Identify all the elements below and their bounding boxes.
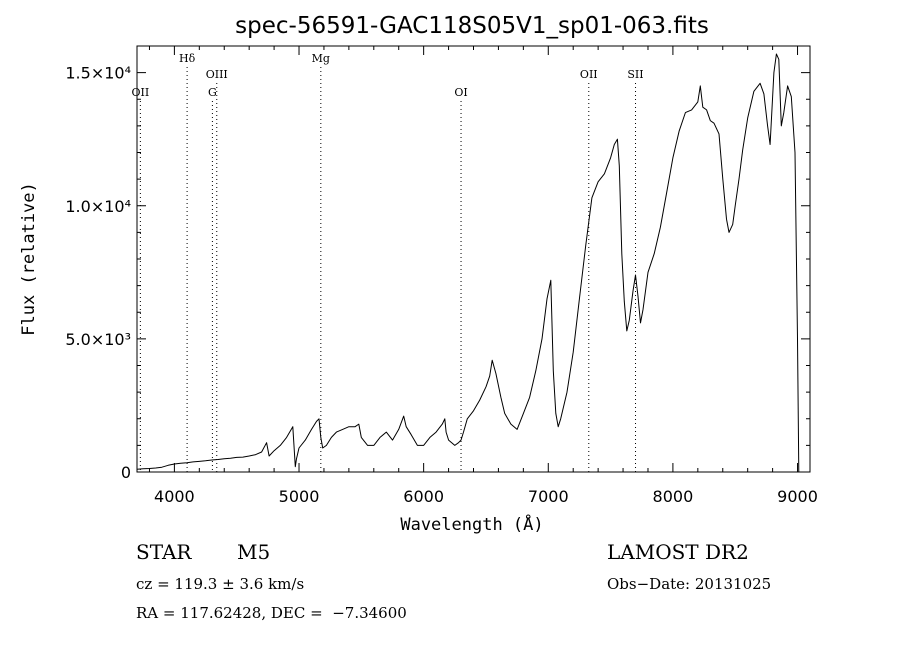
coordinates-readout: RA = 117.62428, DEC = −7.34600 [136,604,407,622]
line-marker-label-2: G [208,86,217,99]
line-markers: OII Hδ G OIII Mg OI OII SII [132,52,644,472]
object-subclass: M5 [237,540,271,564]
line-marker-label-3: OIII [206,68,228,81]
chart-title: spec-56591-GAC118S05V1_sp01-063.fits [235,13,709,39]
y-tick-label-0: 0 [121,463,131,482]
spectrum-series-0 [136,53,800,473]
x-tick-label-1: 5000 [279,487,320,506]
line-marker-label-7: SII [627,68,643,81]
x-tick-label-0: 4000 [154,487,195,506]
plot-frame [136,45,811,473]
line-marker-label-1: Hδ [179,52,196,65]
redshift-readout: cz = 119.3 ± 3.6 km/s [136,575,305,593]
object-class: STAR [136,540,192,564]
axis-ticks: 4000 5000 6000 7000 8000 9000 0 5.0×10³ 1.0×10⁴ 1… [65,45,818,506]
x-tick-label-5: 9000 [777,487,818,506]
observation-date: Obs−Date: 20131025 [607,575,772,593]
survey-name: LAMOST DR2 [607,540,749,564]
x-axis-label: Wavelength (Å) [400,513,543,535]
x-tick-label-3: 7000 [528,487,569,506]
line-marker-label-4: Mg [312,52,330,65]
line-marker-label-5: OI [454,86,467,99]
line-marker-label-0: OII [132,86,150,99]
y-tick-label-3: 1.5×10⁴ [65,64,131,83]
x-tick-label-4: 8000 [653,487,694,506]
spectrum-layer [136,53,800,473]
y-tick-label-2: 1.0×10⁴ [65,197,131,216]
y-axis-label: Flux (relative) [19,182,39,336]
line-marker-label-6: OII [580,68,598,81]
y-tick-label-1: 5.0×10³ [65,330,131,349]
x-tick-label-2: 6000 [403,487,444,506]
